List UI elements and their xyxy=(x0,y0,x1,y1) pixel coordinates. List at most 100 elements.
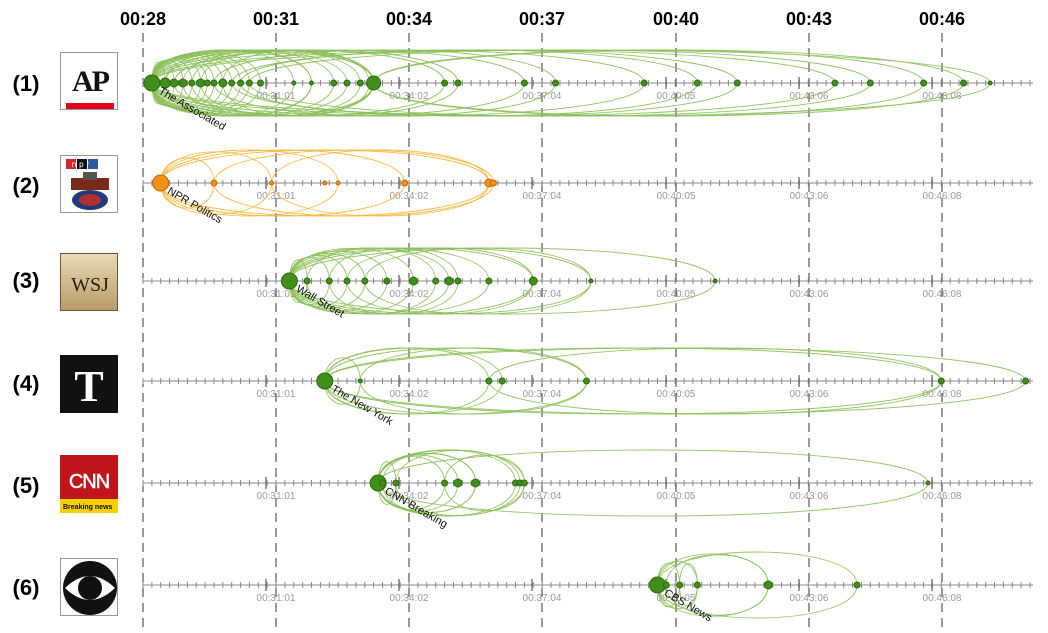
reply-arc xyxy=(213,82,556,117)
reply-arc xyxy=(488,347,942,382)
row-tick-label: 00:43:06 xyxy=(790,593,829,604)
reply-arc xyxy=(160,182,406,217)
reply-arc xyxy=(213,149,494,184)
reply-arc xyxy=(288,247,716,282)
gridlines xyxy=(142,33,943,630)
data-point xyxy=(866,79,874,87)
data-point xyxy=(369,474,387,492)
row-index-label: (6) xyxy=(13,575,40,600)
data-point xyxy=(335,180,341,186)
data-point xyxy=(322,180,328,186)
reply-arc xyxy=(373,49,964,84)
reply-arc xyxy=(382,453,477,484)
data-point xyxy=(662,581,670,589)
row-tick-label: 00:43:06 xyxy=(790,191,829,202)
row-tick-label: 00:37:04 xyxy=(523,593,562,604)
row-tick-label: 00:34:02 xyxy=(390,389,429,400)
row-tick-label: 00:43:06 xyxy=(790,289,829,300)
row-tick-label: 00:40:05 xyxy=(657,593,696,604)
row-tick-label: 00:31:01 xyxy=(257,191,296,202)
data-point xyxy=(453,478,463,488)
data-point xyxy=(330,79,338,87)
row-index-label: (1) xyxy=(13,71,40,96)
reply-arc xyxy=(377,452,477,484)
data-point xyxy=(309,80,314,86)
row-tick-label: 00:34:02 xyxy=(390,91,429,102)
reply-arc xyxy=(164,49,312,84)
data-point xyxy=(920,79,928,87)
reply-arc xyxy=(213,182,494,217)
reply-arc xyxy=(271,149,490,184)
data-point xyxy=(485,377,493,385)
reply-arc xyxy=(382,482,477,513)
data-point xyxy=(583,377,590,385)
row-tick-label: 00:37:04 xyxy=(523,389,562,400)
reply-arc xyxy=(346,280,534,315)
data-point xyxy=(210,179,218,187)
data-point xyxy=(178,78,188,88)
reply-arc xyxy=(324,347,503,382)
data-point xyxy=(357,378,363,384)
data-point xyxy=(196,78,206,88)
reply-arc xyxy=(359,347,587,382)
npr-logo: npr xyxy=(60,155,118,213)
row-tick-label: 00:31:01 xyxy=(257,289,296,300)
row-tick-label: 00:46:08 xyxy=(923,593,962,604)
reply-arc xyxy=(324,380,503,415)
data-point xyxy=(356,79,364,87)
reply-arc xyxy=(679,584,698,607)
wsj-logo-text: WSJ xyxy=(71,274,109,296)
data-point xyxy=(528,276,538,286)
data-point xyxy=(392,479,400,487)
top-time-axis: 00:28 00:31 00:34 00:37 00:40 00:43 00:4… xyxy=(120,9,965,29)
data-point xyxy=(228,79,236,87)
reply-arc xyxy=(160,149,339,184)
wsj-logo: WSJ xyxy=(60,253,118,311)
reply-arc xyxy=(488,380,942,415)
data-point xyxy=(152,174,170,192)
reply-arc xyxy=(377,449,929,484)
row-tick-label: 00:43:06 xyxy=(790,491,829,502)
reply-arc xyxy=(160,182,490,217)
data-point xyxy=(203,79,211,87)
row-tick-label: 00:31:01 xyxy=(257,389,296,400)
row-tick-label: 00:34:02 xyxy=(390,191,429,202)
reply-arc xyxy=(377,482,525,517)
npr-logo-text: npr xyxy=(72,160,93,169)
data-point xyxy=(237,79,245,87)
reply-arc xyxy=(231,49,738,84)
reply-arc xyxy=(328,247,459,282)
reply-arc xyxy=(306,280,437,315)
row-tick-label: 00:31:01 xyxy=(257,491,296,502)
reply-arc xyxy=(271,182,490,217)
data-point xyxy=(210,79,218,87)
reply-arc xyxy=(328,280,459,315)
data-point xyxy=(257,79,264,87)
reply-arc xyxy=(160,149,490,184)
reply-arc xyxy=(191,82,375,117)
ap-logo: AP xyxy=(60,52,118,110)
data-point xyxy=(245,79,253,87)
reply-arc xyxy=(359,380,587,415)
data-point xyxy=(325,277,333,285)
data-point xyxy=(471,478,481,488)
reply-arc xyxy=(395,450,521,484)
row-tick-label: 00:37:04 xyxy=(523,191,562,202)
data-point xyxy=(1022,377,1030,385)
reply-arc xyxy=(373,49,925,84)
data-point xyxy=(763,580,773,590)
reply-arc xyxy=(657,584,858,619)
reply-arc xyxy=(373,82,925,117)
data-point xyxy=(432,277,440,285)
cbs-logo xyxy=(60,558,118,616)
data-point xyxy=(269,180,275,186)
row-tick-label: 00:40:05 xyxy=(657,91,696,102)
data-point xyxy=(831,79,839,87)
timeline-row: 00:31:01 00:34:02 00:37:04 00:40:05 00:43:06… xyxy=(142,49,1033,133)
row-index-label: (4) xyxy=(13,371,40,396)
data-point xyxy=(520,479,528,487)
reply-arc xyxy=(377,482,929,517)
nyt-logo: T xyxy=(60,355,118,413)
top-tick-label: 00:40 xyxy=(653,9,699,29)
nyt-logo-text: T xyxy=(74,362,103,411)
